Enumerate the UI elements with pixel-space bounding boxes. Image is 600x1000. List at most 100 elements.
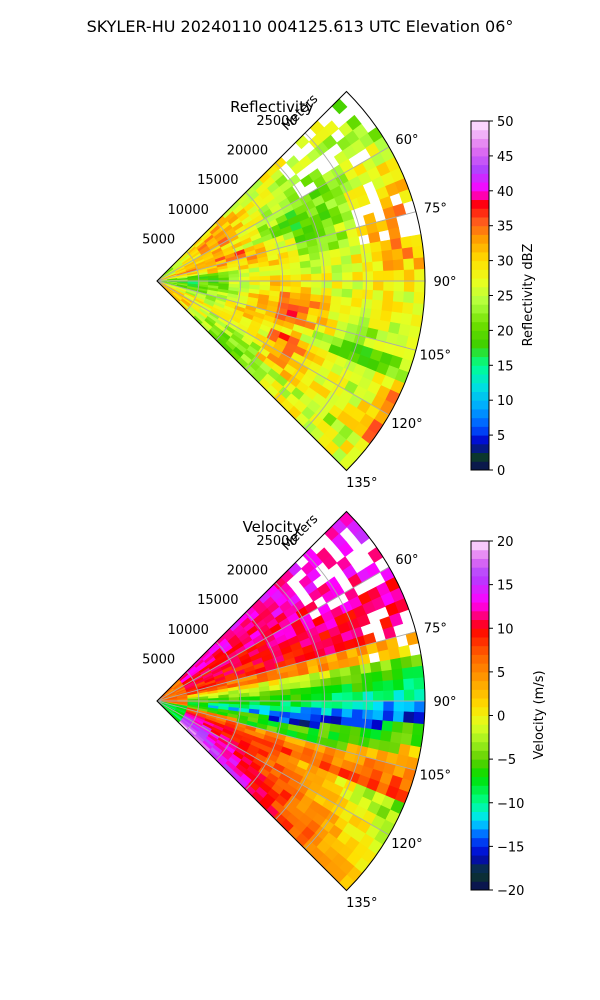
field-cell xyxy=(403,269,415,282)
field-cell xyxy=(349,244,362,256)
field-cell xyxy=(382,710,395,722)
field-cell xyxy=(383,690,395,702)
field-cell xyxy=(383,270,395,282)
colorbar-segment xyxy=(471,121,489,131)
colorbar-tick-label: 50 xyxy=(497,115,514,130)
colorbar-segment xyxy=(471,339,489,349)
colorbar-tick-label: 35 xyxy=(497,220,514,235)
field-cell xyxy=(300,687,312,696)
colorbar-segment xyxy=(471,785,489,795)
field-cell xyxy=(379,659,393,672)
colorbar-segment xyxy=(471,872,489,882)
colorbar-segment xyxy=(471,706,489,716)
radial-tick-label: 25000 xyxy=(256,534,297,549)
field-cell xyxy=(413,711,426,725)
field-cell xyxy=(320,677,332,687)
field-cell xyxy=(300,286,312,295)
reflectivity-title: Reflectivity xyxy=(230,98,314,116)
field-cell xyxy=(372,710,384,722)
field-cell xyxy=(390,731,403,745)
colorbar-segment xyxy=(471,689,489,699)
field-cell xyxy=(401,722,415,735)
field-cell xyxy=(310,686,323,695)
velocity-sector: 5000 10000 15000 20000 25000 60° 75° 90° 105° 120… xyxy=(142,510,457,911)
azimuth-tick-label: 120° xyxy=(391,417,422,432)
colorbar-segment xyxy=(471,155,489,166)
azimuth-tick-label: 90° xyxy=(433,695,456,710)
colorbar-segment xyxy=(471,715,489,725)
field-cell xyxy=(403,711,415,724)
field-cell xyxy=(382,680,395,692)
field-cell xyxy=(389,612,404,627)
field-cell xyxy=(311,700,323,709)
azimuth-tick-label: 75° xyxy=(424,621,447,636)
field-cell xyxy=(228,697,240,702)
field-cell xyxy=(391,248,404,261)
colorbar-segment xyxy=(471,802,489,812)
colorbar-segment xyxy=(471,260,489,270)
field-cell xyxy=(372,700,385,712)
colorbar-segment xyxy=(471,147,489,157)
field-cell xyxy=(340,675,353,686)
field-cell xyxy=(300,700,312,709)
field-cell xyxy=(269,695,281,702)
field-cell xyxy=(341,708,353,719)
field-cell xyxy=(383,280,395,292)
colorbar-segment xyxy=(471,400,489,410)
field-cell xyxy=(309,679,322,688)
field-cell xyxy=(350,253,363,265)
colorbar-segment xyxy=(471,426,489,436)
field-cell xyxy=(371,671,384,683)
colorbar-segment xyxy=(471,855,489,865)
colorbar-segment xyxy=(471,391,489,401)
field-cell xyxy=(372,680,384,692)
field-cell xyxy=(331,264,343,274)
colorbar-segment xyxy=(471,584,489,594)
field-cell xyxy=(218,277,230,282)
colorbar-segment xyxy=(471,295,489,305)
colorbar-segment xyxy=(471,759,489,769)
field-cell xyxy=(388,227,401,241)
field-cell xyxy=(300,693,312,702)
field-cell xyxy=(331,708,343,718)
colorbar-tick-label: −15 xyxy=(497,840,524,855)
azimuth-tick-label: 135° xyxy=(346,476,377,491)
radial-tick-label: 10000 xyxy=(168,203,209,218)
colorbar-segment xyxy=(471,417,489,427)
colorbar-segment xyxy=(471,199,489,209)
colorbar-segment xyxy=(471,443,489,454)
field-cell xyxy=(321,273,333,282)
colorbar-segment xyxy=(471,741,489,751)
field-cell xyxy=(249,271,261,278)
field-cell xyxy=(311,273,323,282)
field-cell xyxy=(269,275,281,282)
azimuth-tick-label: 60° xyxy=(395,133,418,148)
field-cell xyxy=(362,280,374,291)
field-cell xyxy=(401,302,415,315)
field-cell xyxy=(320,287,333,297)
colorbar-segment xyxy=(471,216,489,227)
field-cell xyxy=(359,663,372,675)
radial-tick-label: 25000 xyxy=(256,114,297,129)
field-cell xyxy=(249,691,261,698)
azimuth-gridline xyxy=(156,566,390,702)
velocity-colorbar: −20 −15 −10 −5 0 5 10 15 20 xyxy=(470,535,524,899)
field-cell xyxy=(321,693,333,702)
azimuth-tick-label: 60° xyxy=(395,553,418,568)
azimuth-gridline xyxy=(156,211,416,282)
field-cell xyxy=(381,300,394,313)
field-cell xyxy=(341,288,353,299)
field-cell xyxy=(352,280,364,291)
field-cell xyxy=(218,697,230,702)
field-cell xyxy=(310,266,323,275)
field-cell xyxy=(362,691,374,702)
field-cell xyxy=(306,568,321,583)
azimuth-tick-label: 105° xyxy=(420,769,451,784)
field-cell xyxy=(356,193,371,208)
field-cell xyxy=(372,280,385,292)
field-cell xyxy=(393,689,405,702)
field-cell xyxy=(352,271,364,282)
field-cell xyxy=(414,688,426,702)
field-cell xyxy=(300,706,312,715)
field-cell xyxy=(259,270,271,277)
